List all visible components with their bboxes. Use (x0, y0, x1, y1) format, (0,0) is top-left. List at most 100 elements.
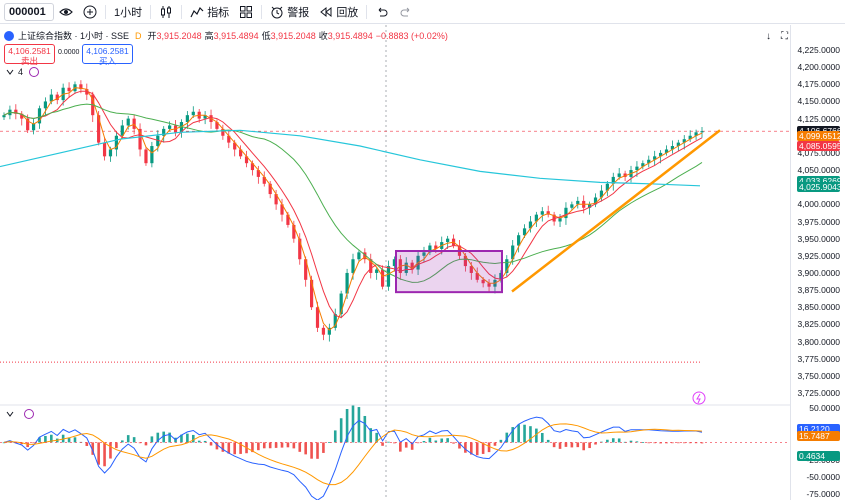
histogram-bar (582, 442, 585, 451)
oscillator-settings-icon[interactable] (24, 409, 34, 419)
histogram-bar (416, 442, 420, 444)
candle-body (14, 109, 18, 114)
ma-mid-line (3, 90, 703, 319)
candle-body (55, 94, 59, 101)
histogram-bar (162, 431, 166, 443)
redo-button[interactable] (394, 2, 418, 22)
candle-body (511, 245, 515, 260)
ma-fast-line (3, 87, 703, 331)
candle-body (49, 94, 53, 102)
data-flag: D (135, 30, 142, 41)
fullscreen-icon[interactable]: ⛶ (781, 31, 788, 42)
open-value: 3,915.2048 (156, 30, 202, 41)
candle-body (215, 122, 219, 129)
sell-button[interactable]: 4,106.2581 卖出 (4, 44, 55, 66)
histogram-bar (576, 442, 580, 448)
oscillator-toggle[interactable] (6, 409, 34, 419)
histogram-bar (322, 442, 325, 453)
price-tick: 3,725.0000 (797, 388, 840, 398)
candle-body (31, 123, 36, 131)
candle-body (345, 272, 349, 294)
price-label: 4,099.6512 (797, 130, 842, 141)
price-tick: 4,000.0000 (797, 199, 840, 210)
candle-body (85, 89, 89, 95)
candle-body (321, 327, 326, 335)
histogram-bar (109, 442, 112, 459)
candle-body (150, 146, 154, 164)
candles-icon (159, 5, 173, 19)
layout-button[interactable] (234, 2, 258, 22)
chart-type-button[interactable] (154, 2, 178, 22)
candle-body (517, 235, 521, 246)
indicators-toggle[interactable]: 4 (6, 67, 40, 77)
histogram-bar (132, 437, 136, 443)
histogram-bar (381, 442, 384, 446)
histogram-bar (85, 442, 89, 446)
histogram-bar (458, 442, 461, 449)
histogram-bar (535, 428, 538, 443)
price-tick: 4,050.0000 (797, 165, 840, 176)
osc-tick: -50.0000 (806, 471, 840, 482)
candle-body (410, 262, 414, 270)
candle-body (108, 149, 113, 157)
rewind-icon (319, 5, 333, 19)
histogram-bar (197, 440, 201, 443)
redo-icon (399, 5, 413, 19)
price-label: 4,033.6269 (797, 176, 842, 187)
candle-body (191, 111, 195, 116)
add-symbol-button[interactable] (78, 2, 102, 22)
undo-icon (375, 5, 389, 19)
histogram-bar (505, 432, 509, 443)
price-axis[interactable]: 4,225.0000 4,200.0000 4,175.0000 4,150.0000… (790, 25, 845, 500)
histogram-bar (529, 426, 532, 443)
histogram-bar (103, 442, 106, 467)
histogram-bar (393, 442, 396, 444)
alarm-clock-icon (270, 5, 284, 19)
chart-legend: 上证综合指数 · 1小时 · SSE D 开 3,915.2048 高 3,915.… (4, 29, 451, 42)
candle-body (605, 183, 609, 191)
replay-label: 回放 (336, 6, 359, 19)
symbol-title[interactable]: 上证综合指数 · 1小时 · SSE (18, 31, 130, 41)
histogram-bar (481, 442, 485, 454)
histogram-bar (493, 442, 497, 446)
arrow-down-icon[interactable]: ↓ (766, 31, 771, 42)
indicator-settings-icon[interactable] (29, 67, 40, 77)
compare-button[interactable] (54, 2, 78, 22)
histogram-bar (422, 440, 426, 443)
histogram-bar (38, 437, 41, 443)
buy-button[interactable]: 4,106.2581 买入 (82, 44, 133, 66)
candle-body (274, 194, 278, 205)
alerts-button[interactable]: 警报 (265, 2, 314, 22)
candle-body (635, 166, 639, 171)
price-tick: 4,075.0000 (797, 147, 840, 158)
histogram-bar (191, 434, 195, 443)
candle-body (700, 131, 704, 133)
histogram-bar (653, 442, 656, 444)
price-tick: 4,125.0000 (797, 113, 840, 124)
price-label: 4,085.0595 (797, 140, 842, 151)
trend-line (511, 129, 721, 293)
lightning-icon (692, 391, 706, 405)
histogram-bar (617, 438, 621, 443)
replay-button[interactable]: 回放 (314, 2, 363, 22)
histogram-bar (511, 427, 515, 443)
candle-body (576, 200, 580, 205)
price-chart[interactable] (0, 25, 790, 500)
candle-body (333, 314, 337, 328)
symbol-code: 000001 (9, 5, 46, 18)
histogram-bar (487, 442, 491, 453)
toolbar-divider (261, 4, 263, 19)
price-tick: 4,150.0000 (797, 96, 840, 107)
symbol-search-button[interactable]: 000001 (4, 2, 54, 21)
interval-button[interactable]: 1小时 (114, 6, 143, 19)
candle-body (156, 135, 160, 147)
histogram-bar (470, 442, 473, 455)
histogram-bar (180, 434, 183, 443)
histogram-bar (144, 442, 148, 446)
histogram-bar (464, 442, 467, 453)
candle-body (676, 142, 680, 147)
sell-price: 4,106.2581 (8, 46, 51, 56)
indicators-button[interactable]: 指标 (185, 2, 234, 22)
histogram-bar (629, 440, 633, 443)
undo-button[interactable] (370, 2, 394, 22)
